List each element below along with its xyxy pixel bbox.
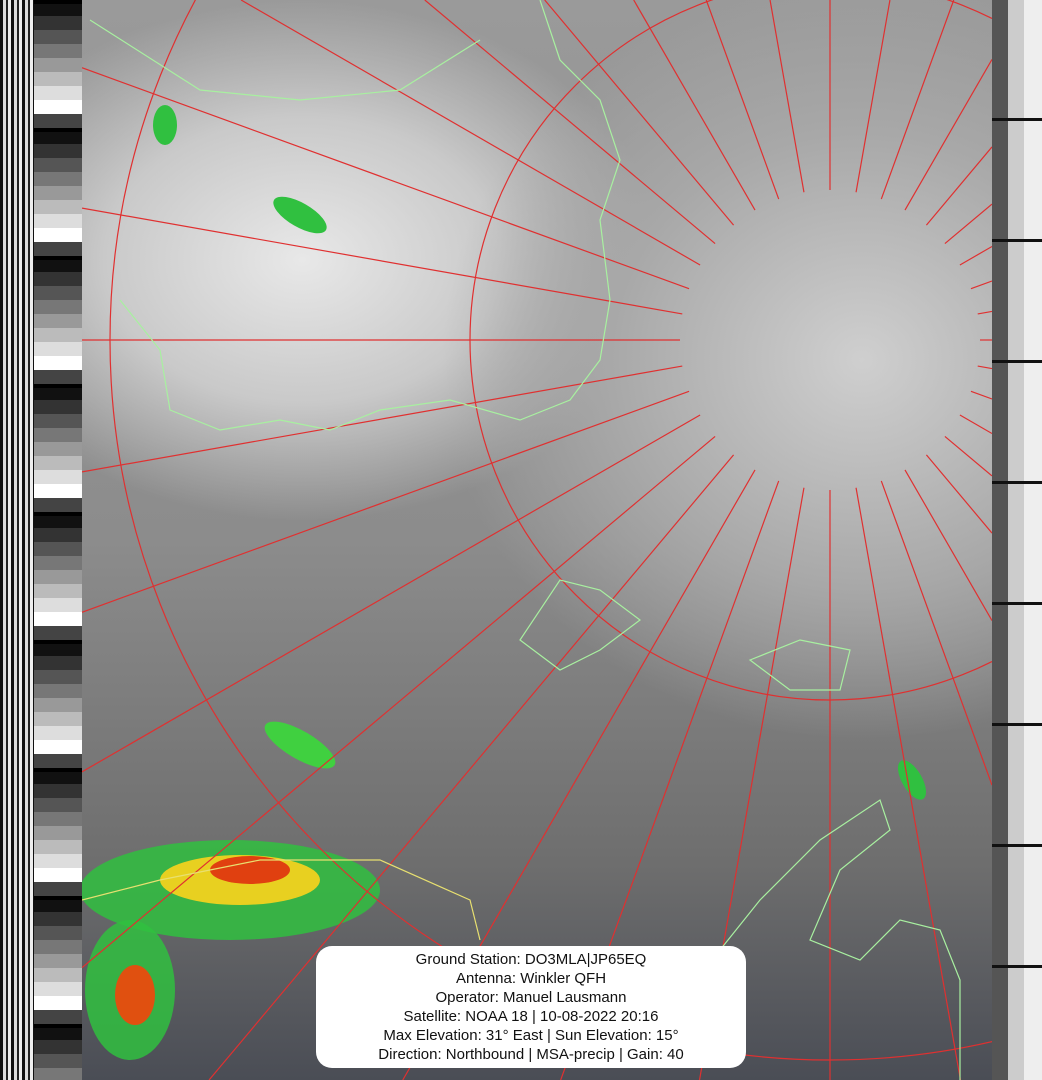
meridian-line [769, 0, 805, 193]
meridian-line [977, 310, 992, 315]
pass-info-box: Ground Station: DO3MLA|JP65EQ Antenna: W… [316, 946, 746, 1068]
meridian-line [208, 454, 735, 1080]
meridian-line [880, 480, 992, 786]
meridian-line [82, 365, 683, 473]
meridian-line [970, 280, 992, 290]
operator-text: Operator: Manuel Lausmann [435, 989, 627, 1006]
grayscale-wedges [34, 0, 82, 1080]
meridian-line [959, 245, 992, 266]
meridian-line [633, 0, 756, 211]
meridian-line [904, 59, 992, 211]
meridian-line [925, 454, 992, 534]
meridian-line [880, 0, 955, 200]
telemetry-strip-right [992, 0, 1042, 1080]
antenna-text: Antenna: Winkler QFH [455, 970, 607, 987]
meridian-line [970, 390, 992, 400]
elevation-text: Max Elevation: 31° East | Sun Elevation:… [383, 1027, 679, 1044]
meridian-line [705, 0, 780, 200]
meridian-line [544, 0, 735, 226]
meridian-line [944, 203, 992, 245]
meridian-line [82, 390, 690, 613]
meridian-line [82, 207, 683, 315]
meridian-line [925, 146, 992, 226]
satellite-text: Satellite: NOAA 18 | 10-08-2022 20:16 [403, 1008, 659, 1025]
graticule [82, 0, 992, 1080]
meridian-line [82, 414, 701, 773]
coastlines [82, 0, 961, 1080]
meridian-line [855, 487, 962, 1080]
latitude-circle [469, 0, 992, 701]
precipitation [82, 105, 926, 1060]
meridian-line [82, 67, 690, 290]
meridian-line [82, 435, 716, 969]
sync-telemetry-strip-left [0, 0, 82, 1080]
meridian-line [959, 414, 992, 435]
meridian-line [424, 0, 716, 245]
meridian-line [240, 0, 701, 266]
ground-station-text: Ground Station: DO3MLA|JP65EQ [415, 951, 647, 968]
meridian-line [904, 469, 992, 621]
direction-text: Direction: Northbound | MSA-precip | Gai… [378, 1046, 684, 1063]
telemetry-ticks [992, 0, 1042, 1080]
meridian-line [855, 0, 891, 193]
meridian-line [944, 435, 992, 477]
meridian-line [977, 365, 992, 370]
